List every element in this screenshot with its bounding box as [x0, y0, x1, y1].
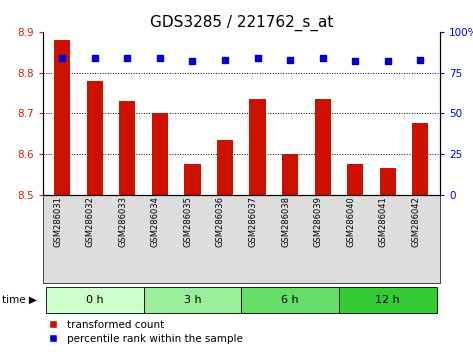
Bar — [184, 164, 201, 195]
Text: time ▶: time ▶ — [2, 295, 37, 305]
Bar — [412, 124, 429, 195]
Bar — [152, 113, 168, 195]
Bar — [282, 154, 298, 195]
Text: GSM286035: GSM286035 — [184, 196, 193, 247]
Point — [286, 57, 294, 62]
Bar — [347, 164, 363, 195]
Point — [123, 55, 131, 61]
Bar — [217, 140, 233, 195]
Text: GSM286041: GSM286041 — [379, 196, 388, 247]
Text: GSM286040: GSM286040 — [346, 196, 355, 247]
Bar — [380, 168, 396, 195]
Text: GSM286042: GSM286042 — [412, 196, 420, 247]
Text: GSM286038: GSM286038 — [281, 196, 290, 247]
Text: GSM286034: GSM286034 — [151, 196, 160, 247]
Legend: transformed count, percentile rank within the sample: transformed count, percentile rank withi… — [48, 320, 242, 344]
Point — [351, 58, 359, 64]
Point — [221, 57, 229, 62]
Point — [189, 58, 196, 64]
Point — [156, 55, 164, 61]
Point — [58, 55, 66, 61]
Text: 3 h: 3 h — [184, 295, 201, 305]
Text: GSM286033: GSM286033 — [118, 196, 127, 247]
Point — [319, 55, 326, 61]
Text: GSM286037: GSM286037 — [248, 196, 257, 247]
Text: GSM286039: GSM286039 — [314, 196, 323, 247]
Text: GSM286031: GSM286031 — [53, 196, 62, 247]
Text: 6 h: 6 h — [281, 295, 299, 305]
Bar — [119, 101, 135, 195]
Text: GSM286036: GSM286036 — [216, 196, 225, 247]
Point — [384, 58, 392, 64]
Text: 12 h: 12 h — [376, 295, 400, 305]
Point — [254, 55, 261, 61]
Text: 0 h: 0 h — [86, 295, 104, 305]
Text: GSM286032: GSM286032 — [86, 196, 95, 247]
Bar — [54, 40, 70, 195]
Title: GDS3285 / 221762_s_at: GDS3285 / 221762_s_at — [149, 14, 333, 30]
Bar — [249, 99, 266, 195]
Point — [417, 57, 424, 62]
Bar — [87, 81, 103, 195]
Point — [91, 55, 98, 61]
Bar — [315, 99, 331, 195]
